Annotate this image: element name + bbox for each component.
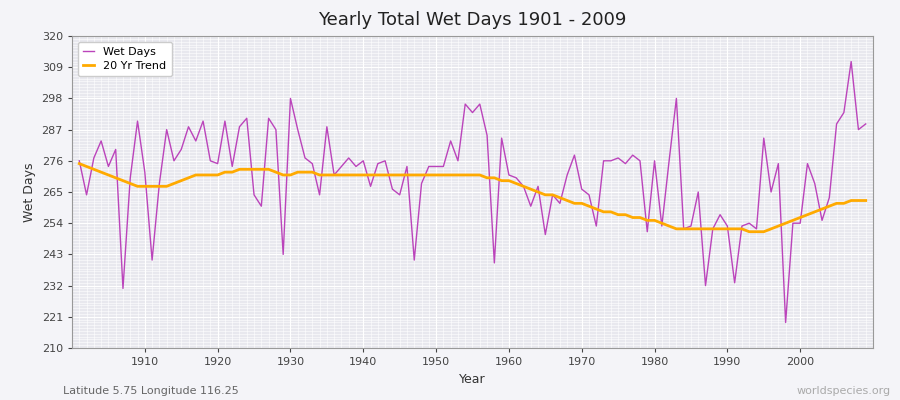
20 Yr Trend	[336, 172, 346, 177]
Y-axis label: Wet Days: Wet Days	[23, 162, 36, 222]
Wet Days	[860, 122, 871, 126]
Wet Days	[503, 172, 514, 177]
Wet Days	[591, 224, 602, 228]
Wet Days	[780, 320, 791, 325]
Wet Days	[496, 136, 507, 140]
20 Yr Trend	[496, 178, 507, 183]
Wet Days	[846, 59, 857, 64]
20 Yr Trend	[74, 161, 85, 166]
Text: worldspecies.org: worldspecies.org	[796, 386, 891, 396]
Title: Yearly Total Wet Days 1901 - 2009: Yearly Total Wet Days 1901 - 2009	[319, 11, 626, 29]
Wet Days	[74, 158, 85, 163]
20 Yr Trend	[591, 207, 602, 212]
Line: 20 Yr Trend: 20 Yr Trend	[79, 164, 866, 232]
20 Yr Trend	[743, 229, 754, 234]
20 Yr Trend	[503, 178, 514, 183]
20 Yr Trend	[132, 184, 143, 189]
20 Yr Trend	[292, 170, 303, 174]
Line: Wet Days: Wet Days	[79, 62, 866, 322]
Text: Latitude 5.75 Longitude 116.25: Latitude 5.75 Longitude 116.25	[63, 386, 238, 396]
Legend: Wet Days, 20 Yr Trend: Wet Days, 20 Yr Trend	[77, 42, 172, 76]
Wet Days	[336, 164, 346, 169]
Wet Days	[132, 119, 143, 124]
Wet Days	[292, 127, 303, 132]
X-axis label: Year: Year	[459, 372, 486, 386]
20 Yr Trend	[860, 198, 871, 203]
